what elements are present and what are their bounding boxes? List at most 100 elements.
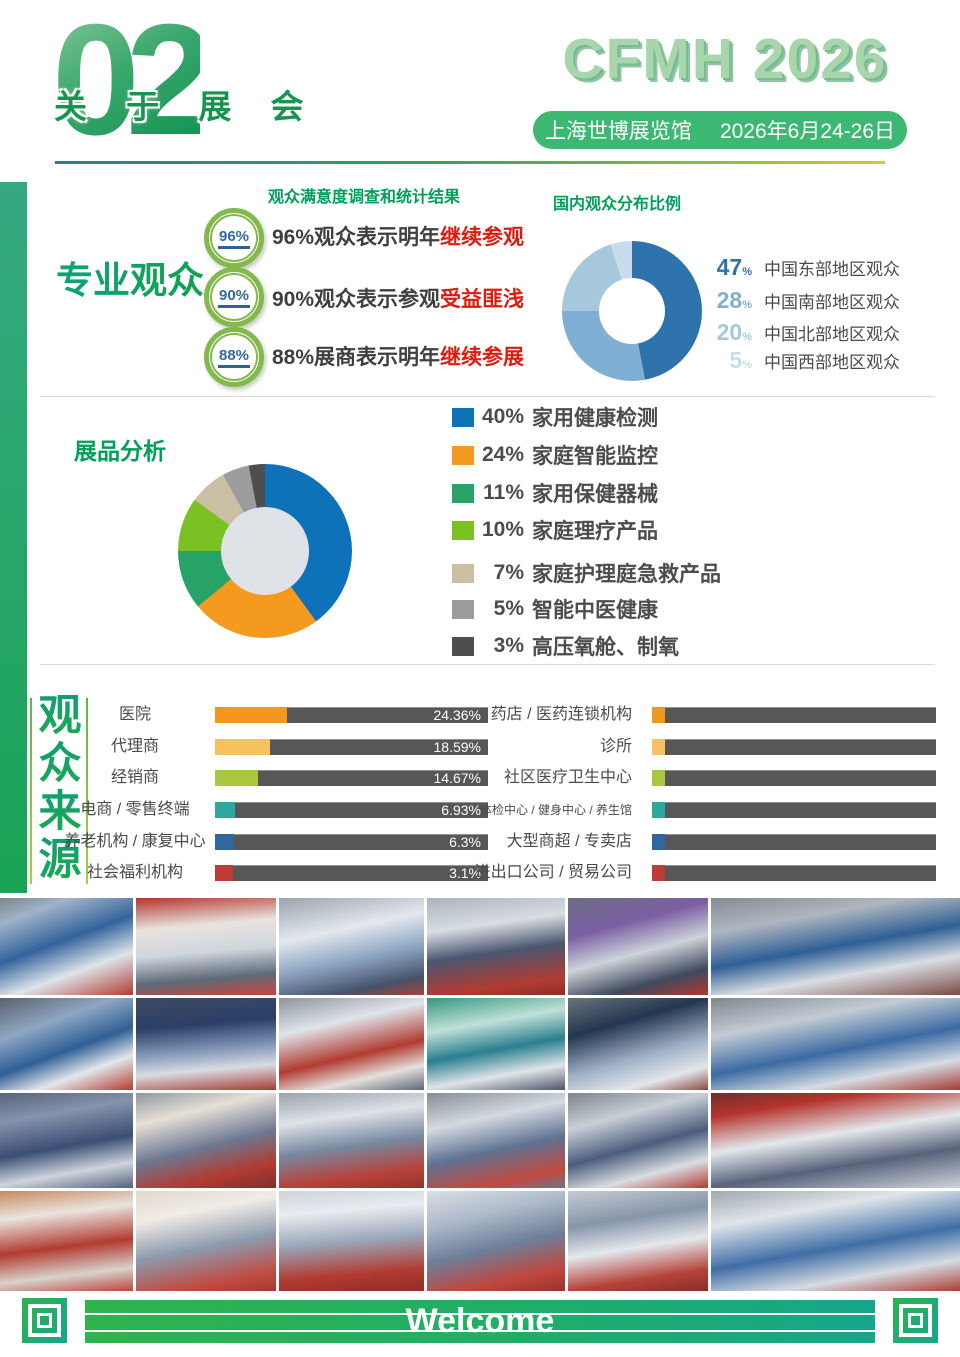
source-bar-row: 代理商 18.59% 诊所 bbox=[0, 739, 960, 755]
bar-label: 代理商 bbox=[110, 738, 159, 755]
banner-line bbox=[85, 1313, 875, 1315]
professional-visitors-title: 专业观众 bbox=[56, 250, 204, 304]
exhibition-photo bbox=[427, 898, 565, 995]
product-legend-item: 7% 家庭护理庭急救产品 bbox=[452, 560, 721, 586]
legend-swatch bbox=[452, 445, 474, 465]
source-bar-row: 养老机构 / 康复中心 6.3% 大型商超 / 专卖店 bbox=[0, 834, 960, 850]
bar-track: 18.59% bbox=[215, 739, 488, 755]
exhibition-photo bbox=[711, 1191, 960, 1291]
bar-swatch bbox=[652, 739, 665, 755]
region-legend-item: 5% 中国西部地区观众 bbox=[678, 346, 900, 374]
bar-swatch bbox=[652, 770, 665, 786]
product-label: 家庭智能监控 bbox=[532, 445, 658, 468]
product-pct: 5% bbox=[493, 597, 524, 620]
exhibition-photo bbox=[279, 1191, 424, 1291]
exhibition-photo bbox=[279, 898, 424, 995]
source-bar-row: 社会福利机构 3.1% 进出口公司 / 贸易公司 bbox=[0, 865, 960, 881]
pie-hole bbox=[221, 507, 309, 595]
product-legend-item: 10% 家庭理疗产品 bbox=[452, 517, 658, 543]
product-legend-item: 11% 家用保健器械 bbox=[452, 480, 658, 506]
section-title: 关 于 展 会 bbox=[54, 88, 319, 125]
region-legend-item: 28% 中国南部地区观众 bbox=[678, 286, 900, 314]
bar-track bbox=[665, 770, 936, 786]
regions-chart-title: 国内观众分布比例 bbox=[553, 196, 682, 213]
exhibition-photo bbox=[136, 998, 276, 1090]
bar-value: 24.36% bbox=[433, 707, 481, 723]
bar-fill bbox=[215, 834, 234, 850]
bar-value: 18.59% bbox=[433, 739, 481, 755]
source-bar-row: 经销商 14.67% 社区医疗卫生中心 bbox=[0, 770, 960, 786]
source-bar-row: 医院 24.36% 药店 / 医药连锁机构 bbox=[0, 707, 960, 723]
bar-track: 24.36% bbox=[215, 707, 488, 723]
satisfaction-badge: 90% bbox=[204, 267, 264, 327]
product-label: 高压氧舱、制氧 bbox=[532, 636, 679, 659]
badge-value: 88% bbox=[217, 347, 251, 368]
exhibition-photo bbox=[568, 898, 708, 995]
region-label: 中国北部地区观众 bbox=[764, 324, 900, 344]
bar-label: 经销商 bbox=[110, 769, 159, 786]
frame-square bbox=[908, 1313, 923, 1328]
exhibition-photo bbox=[711, 998, 960, 1090]
legend-swatch bbox=[452, 483, 474, 503]
bar-label: 诊所 bbox=[599, 738, 632, 755]
bar-value: 14.67% bbox=[433, 770, 481, 786]
exhibition-photo bbox=[568, 998, 708, 1090]
donut-hole bbox=[599, 278, 665, 344]
bar-track: 14.67% bbox=[215, 770, 488, 786]
bar-fill bbox=[215, 770, 258, 786]
satisfaction-badge: 96% bbox=[204, 208, 264, 268]
exhibition-photo bbox=[0, 1093, 133, 1188]
exhibition-photo bbox=[568, 1093, 708, 1188]
badge-value: 90% bbox=[217, 287, 251, 308]
bar-label: 大型商超 / 专卖店 bbox=[506, 833, 632, 850]
exhibition-photo bbox=[568, 1191, 708, 1291]
product-label: 家用健康检测 bbox=[532, 407, 658, 430]
product-pct: 3% bbox=[493, 634, 524, 657]
region-label: 中国东部地区观众 bbox=[764, 259, 900, 279]
exhibition-photo bbox=[136, 898, 276, 995]
region-legend-item: 47% 中国东部地区观众 bbox=[678, 253, 900, 281]
frame-square bbox=[28, 1304, 61, 1337]
region-label: 中国南部地区观众 bbox=[764, 292, 900, 312]
left-accent-bar bbox=[0, 182, 27, 893]
exhibition-photo bbox=[427, 1093, 565, 1188]
vertical-title-line bbox=[30, 698, 32, 884]
statement-highlight: 继续参展 bbox=[440, 346, 525, 369]
products-pie-chart bbox=[178, 464, 352, 638]
statement-highlight: 受益匪浅 bbox=[440, 288, 525, 311]
regions-donut-chart bbox=[562, 241, 702, 381]
frame-square bbox=[899, 1304, 932, 1337]
bar-label: 体检中心 / 健身中心 / 养生馆 bbox=[479, 803, 632, 817]
bar-fill bbox=[215, 739, 270, 755]
dates: 2026年6月24-26日 bbox=[719, 120, 896, 143]
exhibition-photo bbox=[711, 1093, 960, 1188]
bar-fill bbox=[215, 802, 235, 818]
venue: 上海世博展览馆 bbox=[544, 120, 692, 143]
section-divider bbox=[40, 396, 935, 397]
bar-fill bbox=[215, 707, 287, 723]
product-label: 家庭护理庭急救产品 bbox=[532, 563, 721, 586]
bar-track bbox=[665, 739, 936, 755]
badge-value: 96% bbox=[217, 228, 251, 249]
header-divider bbox=[55, 161, 885, 164]
bar-fill bbox=[215, 865, 233, 881]
bar-value: 3.1% bbox=[449, 865, 481, 881]
bar-label: 药店 / 医药连锁机构 bbox=[490, 706, 632, 723]
exhibition-photo bbox=[427, 998, 565, 1090]
bar-label: 养老机构 / 康复中心 bbox=[64, 833, 206, 850]
venue-date-pill: 上海世博展览馆 2026年6月24-26日 bbox=[533, 111, 907, 149]
product-legend-item: 5% 智能中医健康 bbox=[452, 596, 658, 622]
legend-swatch bbox=[452, 563, 474, 583]
satisfaction-statement: 88%展商表示明年继续参展 bbox=[272, 346, 525, 369]
product-legend-item: 40% 家用健康检测 bbox=[452, 404, 658, 430]
region-label: 中国西部地区观众 bbox=[764, 352, 900, 372]
bar-track bbox=[665, 802, 936, 818]
bar-label: 社区医疗卫生中心 bbox=[503, 769, 632, 786]
bar-track: 6.3% bbox=[215, 834, 488, 850]
corner-frame-icon bbox=[22, 1298, 67, 1343]
product-label: 家用保健器械 bbox=[532, 483, 658, 506]
bar-swatch bbox=[652, 865, 665, 881]
bar-label: 电商 / 零售终端 bbox=[80, 801, 190, 818]
satisfaction-badge: 88% bbox=[204, 327, 264, 387]
